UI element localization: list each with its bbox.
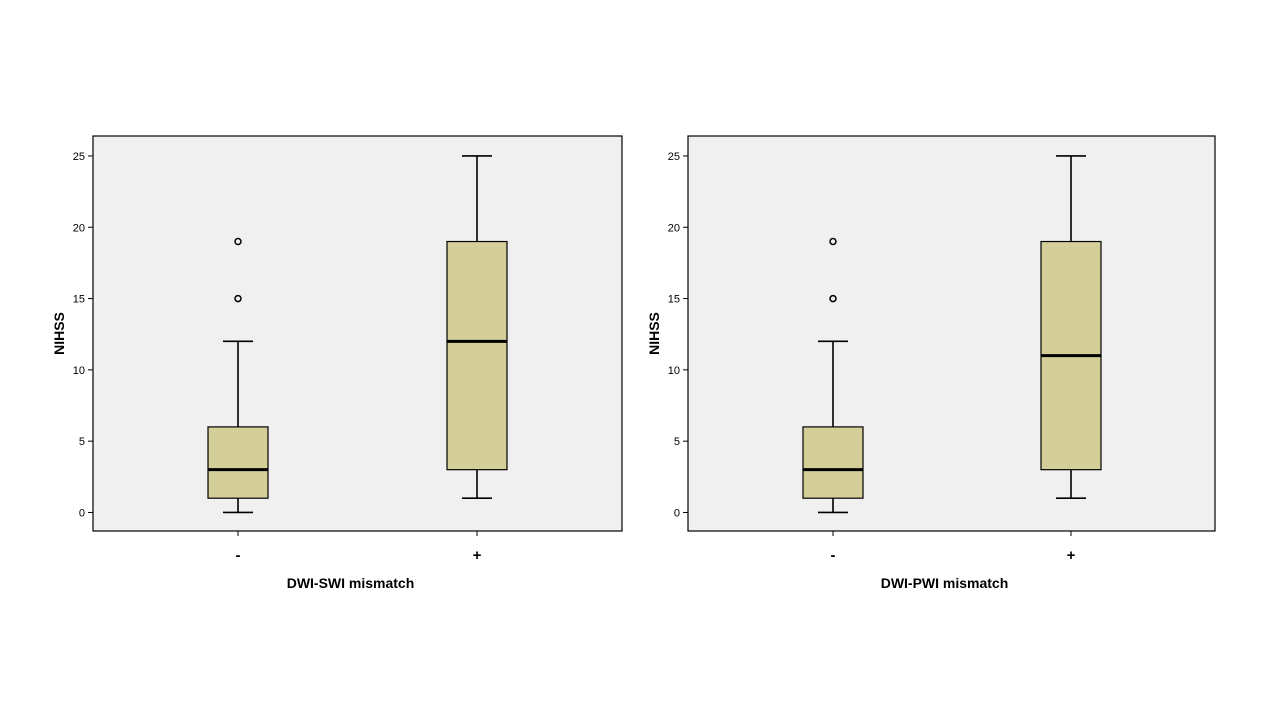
x-category-label: -: [236, 547, 241, 564]
box-iqr: [207, 426, 269, 499]
y-tick-label: 0: [79, 507, 85, 519]
x-axis-title: DWI-PWI mismatch: [881, 575, 1009, 591]
y-tick-label: 0: [674, 507, 680, 519]
y-axis-title: NIHSS: [646, 312, 662, 355]
y-tick-label: 5: [79, 436, 85, 448]
y-axis-title: NIHSS: [51, 312, 67, 355]
plot-area: [687, 135, 1216, 532]
box-iqr: [446, 240, 508, 471]
y-tick-label: 20: [73, 222, 85, 234]
y-tick-label: 10: [73, 365, 85, 377]
y-tick-label: 20: [668, 222, 680, 234]
y-tick-label: 10: [668, 365, 680, 377]
x-axis-title: DWI-SWI mismatch: [287, 575, 415, 591]
outlier-point: [234, 237, 242, 246]
y-tick-label: 15: [73, 294, 85, 306]
box-iqr: [802, 426, 864, 499]
y-tick-label: 25: [73, 151, 85, 163]
chart-dwi-swi: 0 5 10 15 20 25 - + DWI-SWI mismatch NIHSS: [51, 135, 623, 591]
y-tick-label: 25: [668, 151, 680, 163]
x-category-label: +: [473, 547, 482, 564]
x-category-label: +: [1067, 547, 1076, 564]
outlier-point: [829, 294, 837, 303]
chart-dwi-pwi: 0 5 10 15 20 25 - + DWI-PWI mismatch NIHSS: [646, 135, 1216, 591]
outlier-point: [234, 294, 242, 303]
outlier-point: [829, 237, 837, 246]
x-category-label: -: [831, 547, 836, 564]
plot-area: [92, 135, 623, 532]
y-tick-label: 15: [668, 294, 680, 306]
y-tick-label: 5: [674, 436, 680, 448]
